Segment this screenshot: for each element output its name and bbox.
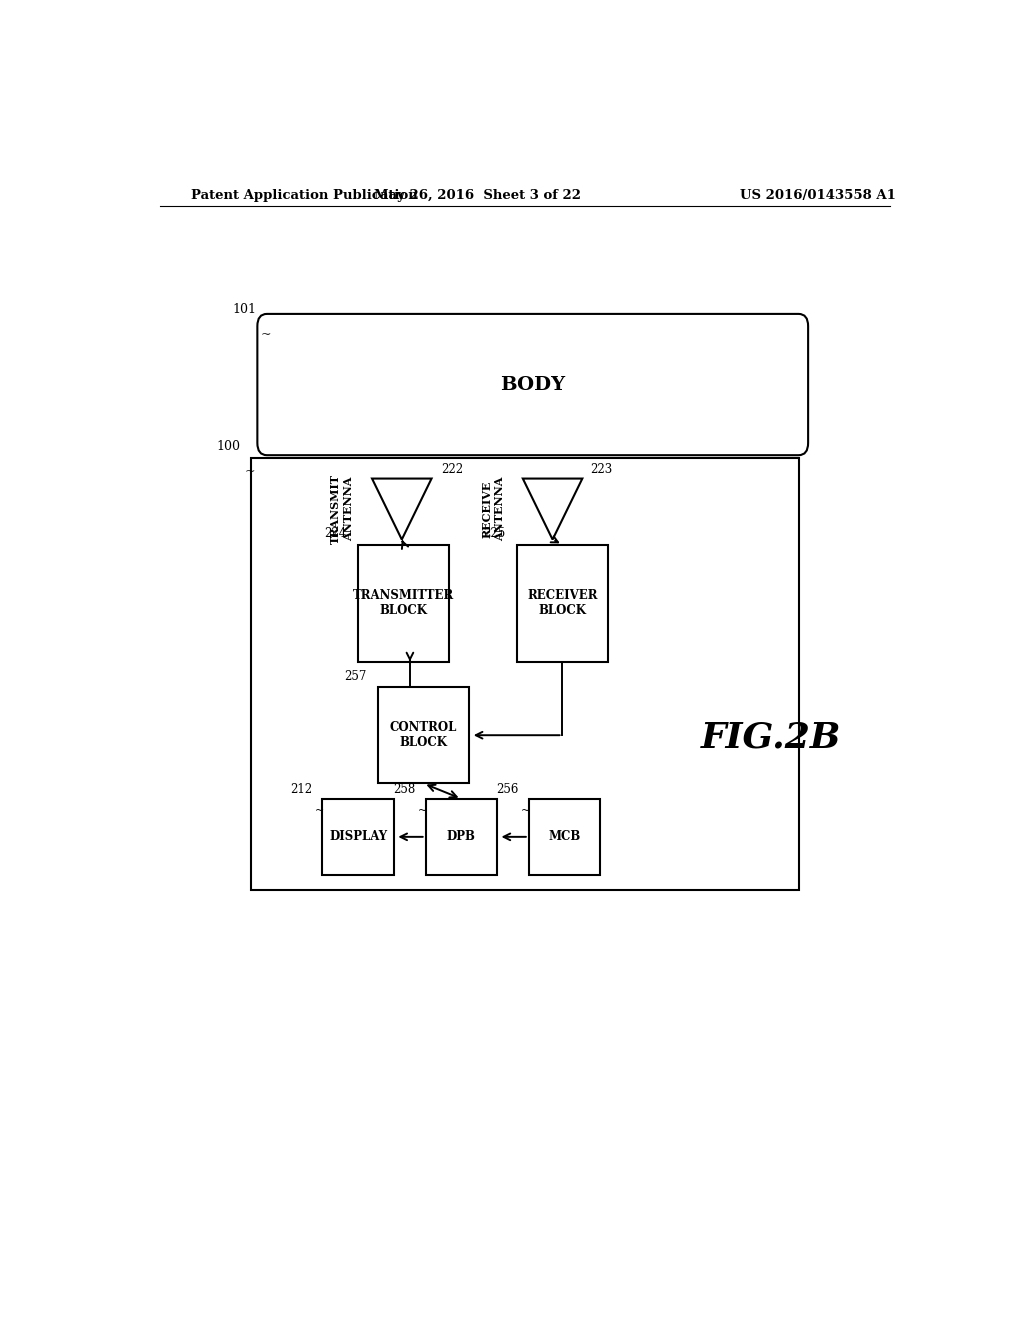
- Text: ~: ~: [314, 805, 324, 816]
- Text: DISPLAY: DISPLAY: [329, 830, 387, 843]
- Text: TRANSMITTER
BLOCK: TRANSMITTER BLOCK: [353, 589, 455, 616]
- Bar: [517, 545, 608, 661]
- Bar: [251, 458, 799, 890]
- Text: 258: 258: [393, 783, 416, 796]
- Text: DPB: DPB: [446, 830, 476, 843]
- Text: May 26, 2016  Sheet 3 of 22: May 26, 2016 Sheet 3 of 22: [374, 189, 581, 202]
- Text: 224: 224: [324, 527, 346, 540]
- Text: RECEIVER
BLOCK: RECEIVER BLOCK: [527, 589, 598, 616]
- Text: RECEIVE
ANTENNA: RECEIVE ANTENNA: [481, 477, 505, 541]
- Text: 101: 101: [232, 304, 257, 315]
- Bar: [528, 799, 600, 875]
- Bar: [426, 799, 497, 875]
- Text: US 2016/0143558 A1: US 2016/0143558 A1: [740, 189, 896, 202]
- Text: ~: ~: [245, 466, 255, 478]
- Text: 256: 256: [496, 783, 518, 796]
- Text: 212: 212: [290, 783, 312, 796]
- Bar: [323, 799, 394, 875]
- Text: MCB: MCB: [549, 830, 581, 843]
- Text: TRANSMIT
ANTENNA: TRANSMIT ANTENNA: [331, 474, 354, 544]
- Polygon shape: [372, 479, 431, 540]
- Text: 100: 100: [217, 440, 241, 453]
- Bar: [358, 545, 450, 661]
- Text: 257: 257: [344, 669, 367, 682]
- FancyBboxPatch shape: [257, 314, 808, 455]
- Text: Patent Application Publication: Patent Application Publication: [191, 189, 418, 202]
- Text: 223: 223: [591, 462, 613, 475]
- Text: CONTROL
BLOCK: CONTROL BLOCK: [390, 721, 458, 750]
- Text: 225: 225: [483, 527, 506, 540]
- Polygon shape: [523, 479, 583, 540]
- Bar: [378, 686, 469, 784]
- Text: ~: ~: [521, 805, 530, 816]
- Text: 222: 222: [441, 462, 464, 475]
- Text: ~: ~: [418, 805, 427, 816]
- Text: ~: ~: [260, 329, 271, 341]
- Text: FIG.2B: FIG.2B: [700, 721, 841, 755]
- Text: BODY: BODY: [500, 376, 565, 393]
